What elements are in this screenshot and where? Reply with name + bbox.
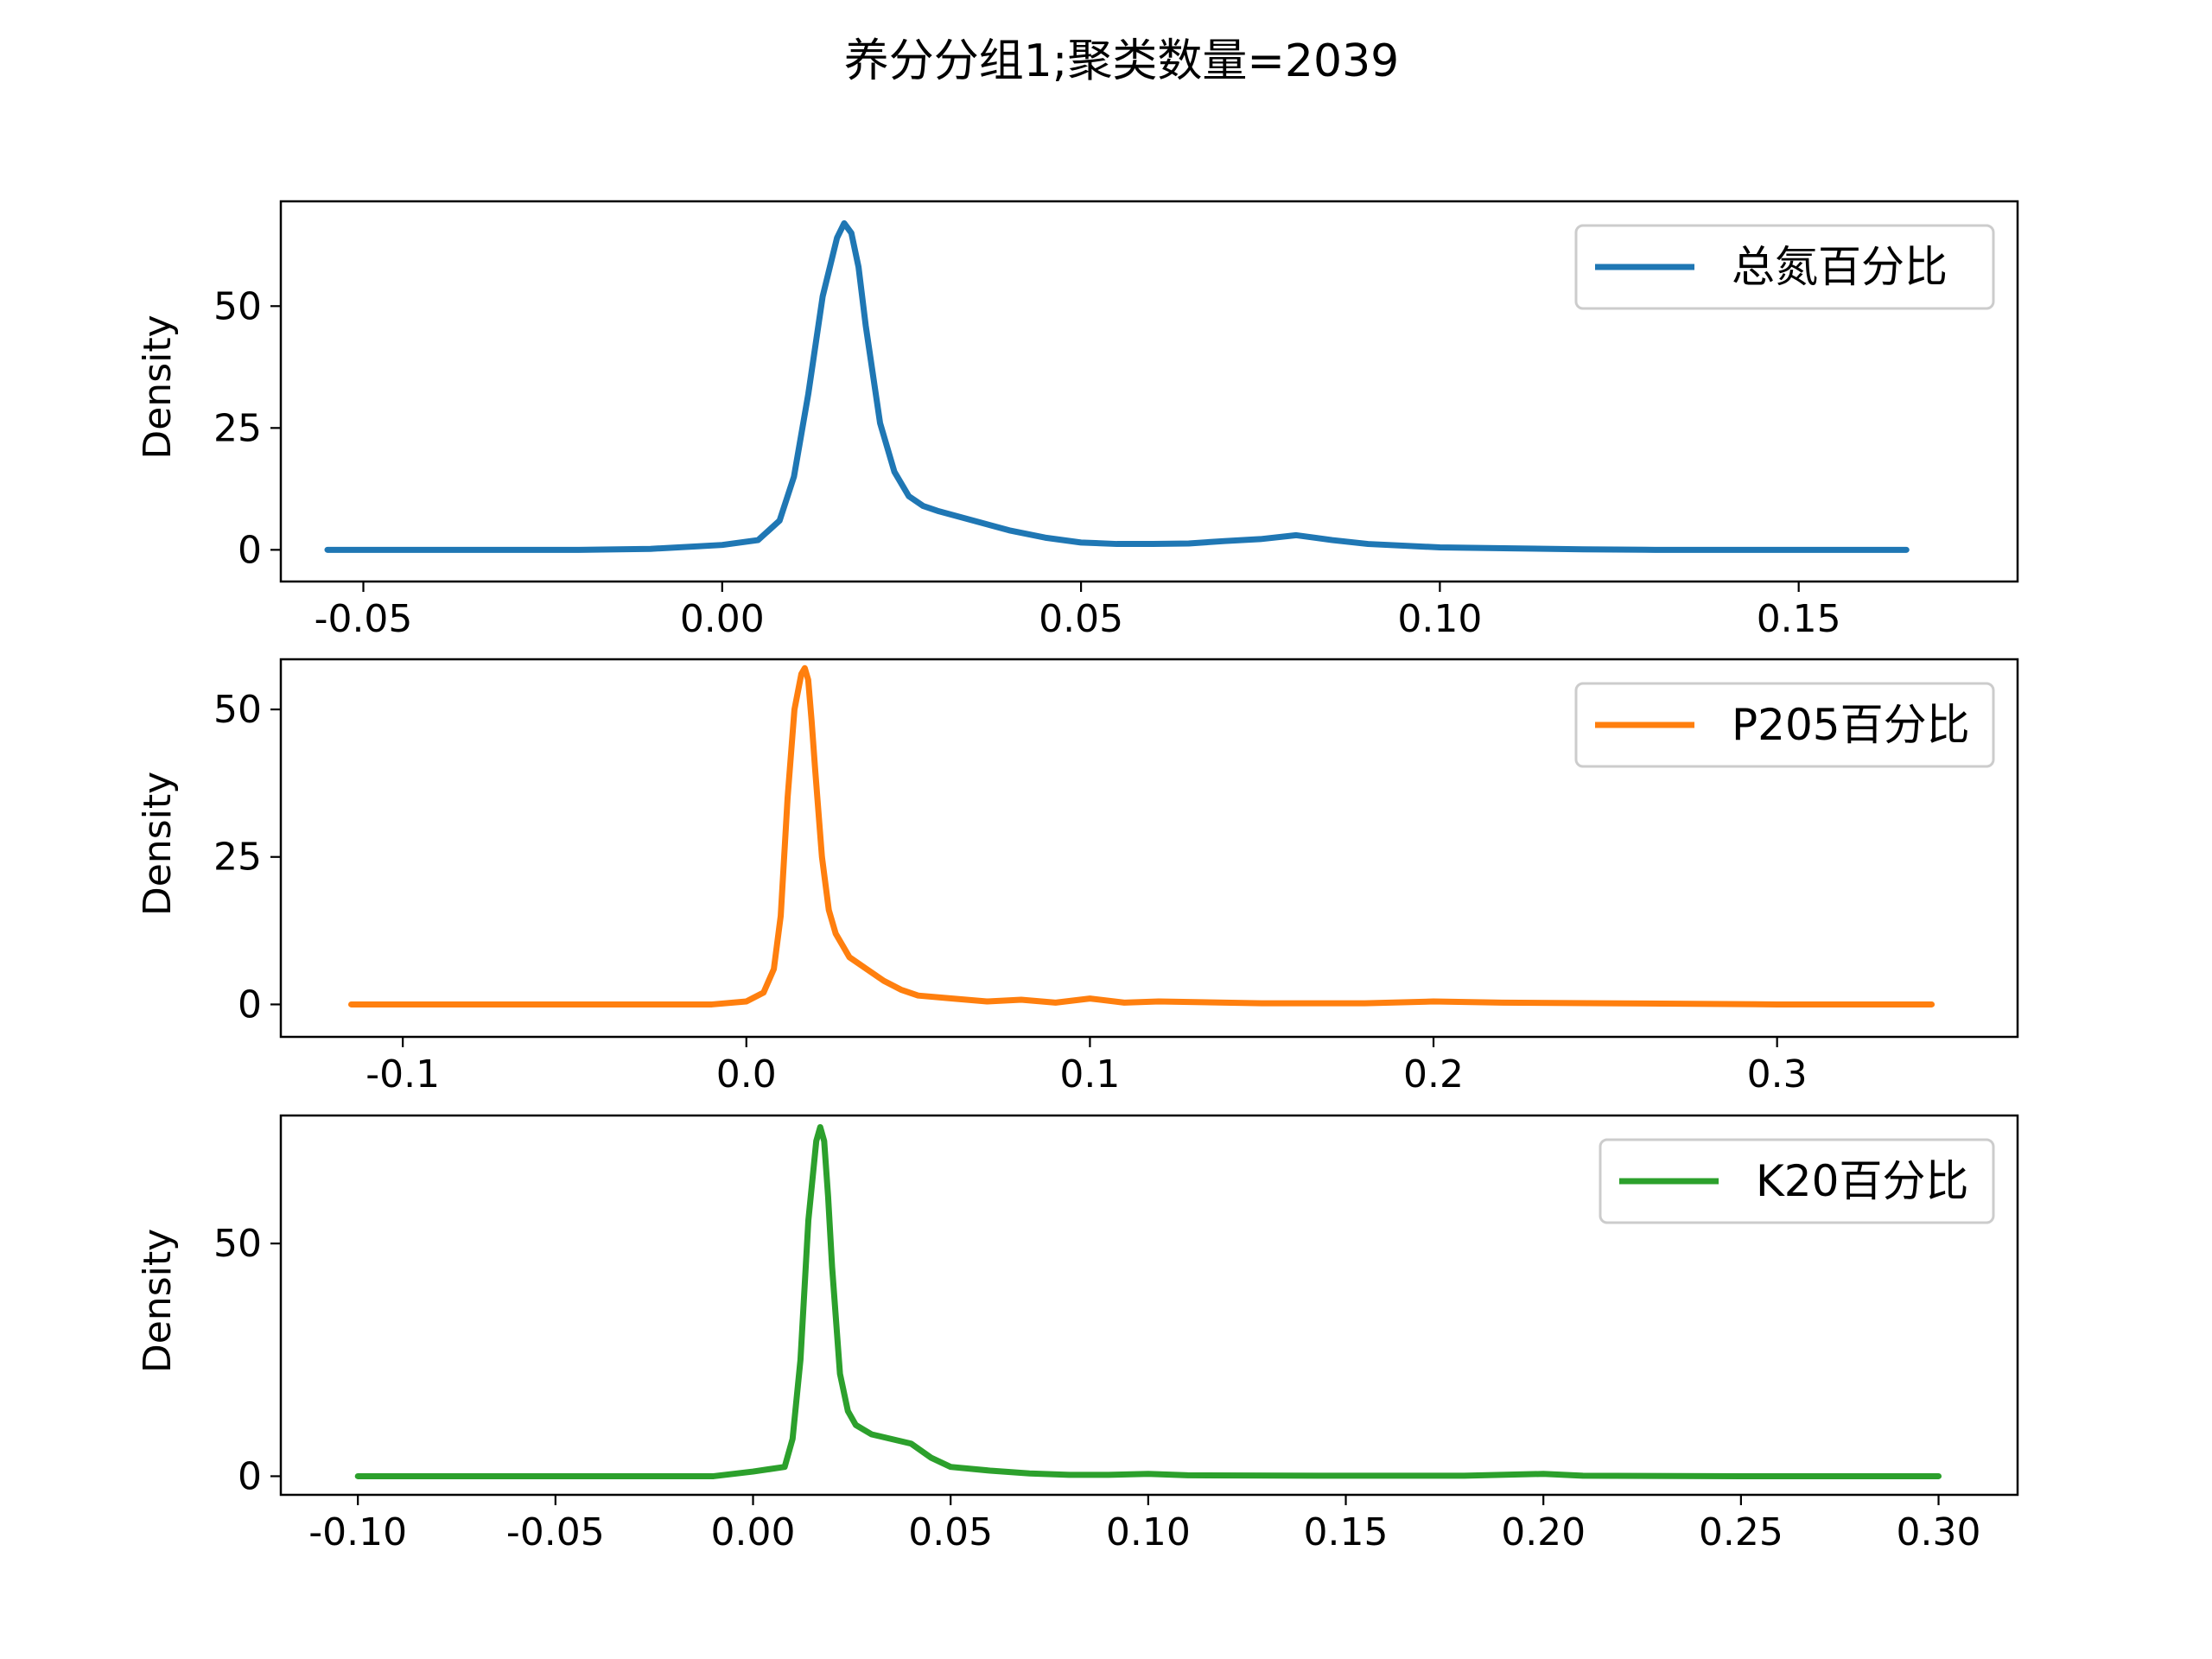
y-tick-label: 50	[213, 1222, 262, 1266]
legend-label-2: P205百分比	[1732, 700, 1970, 750]
series-line-2-1	[348, 664, 1936, 1007]
series-line-3-1	[354, 1123, 1942, 1479]
x-tick-label: 0.05	[1039, 597, 1123, 641]
series-line-1-1	[324, 219, 1910, 553]
x-tick-label: 0.0	[716, 1052, 777, 1096]
y-tick-label: 0	[238, 1454, 262, 1498]
x-tick-label: -0.1	[365, 1052, 440, 1096]
axes-frame-3	[279, 1114, 2019, 1497]
y-tick-label: 50	[213, 688, 262, 732]
legend-box-3	[1599, 1138, 1995, 1224]
subplot-3: -0.10 -0.05 0.00 0.05 0.10 0.15 0.20 0.25 0.30 0 5…	[136, 1114, 2019, 1554]
figure-title: 养分分组1;聚类数量=2039	[844, 35, 1400, 87]
x-tick-label: -0.05	[506, 1510, 605, 1554]
legend-box-2	[1574, 682, 1995, 768]
x-tick-label: 0.1	[1059, 1052, 1120, 1096]
x-tick-label: -0.10	[308, 1510, 407, 1554]
x-tick-label: 0.00	[711, 1510, 796, 1554]
x-tick-label: 0.10	[1397, 597, 1482, 641]
x-tick-label: -0.05	[315, 597, 413, 641]
x-tick-label: 0.15	[1757, 597, 1841, 641]
x-tick-label: 0.30	[1897, 1510, 1981, 1554]
x-tick-label: 0.10	[1106, 1510, 1191, 1554]
subplot-1: -0.05 0.00 0.05 0.10 0.15 0 25 50 Density 总氮百分比	[136, 200, 2019, 641]
y-tick-label: 50	[213, 284, 262, 328]
x-tick-label: 0.00	[680, 597, 765, 641]
y-tick-label: 0	[238, 982, 262, 1027]
subplot-2: -0.1 0.0 0.1 0.2 0.3 0 25 50 Density P205百分比	[136, 658, 2019, 1096]
y-tick-label: 0	[238, 528, 262, 572]
axes-frame-2	[279, 658, 2019, 1039]
y-axis-label: Density	[136, 772, 180, 916]
y-tick-label: 25	[213, 406, 262, 450]
y-axis-label: Density	[136, 315, 180, 459]
legend-box-1	[1574, 224, 1995, 310]
legend-label-3: K20百分比	[1756, 1156, 1968, 1206]
x-tick-label: 0.3	[1747, 1052, 1808, 1096]
y-tick-label: 25	[213, 836, 262, 880]
legend-label-1: 总氮百分比	[1732, 242, 1948, 292]
axes-frame-1	[279, 200, 2019, 583]
x-tick-label: 0.25	[1699, 1510, 1783, 1554]
x-tick-label: 0.2	[1403, 1052, 1464, 1096]
x-tick-label: 0.05	[908, 1510, 993, 1554]
y-axis-label: Density	[136, 1229, 180, 1373]
x-tick-label: 0.20	[1501, 1510, 1586, 1554]
x-tick-label: 0.15	[1304, 1510, 1389, 1554]
